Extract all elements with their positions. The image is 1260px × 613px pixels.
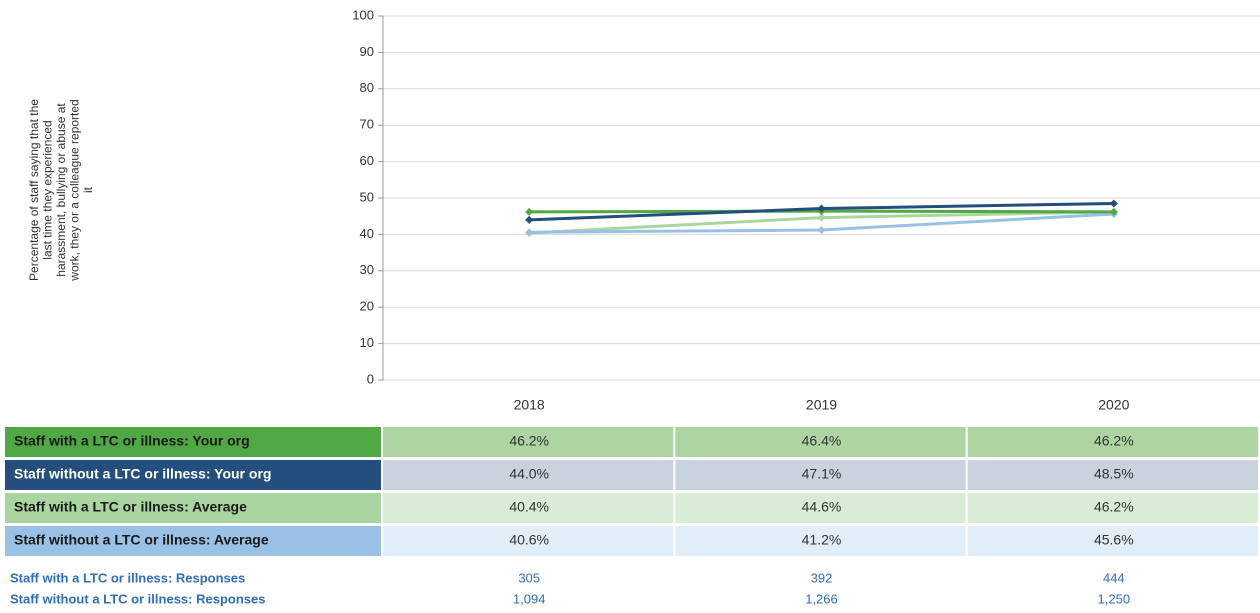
table-value: 46.2% [1094, 499, 1134, 515]
table-value: 40.6% [509, 532, 549, 548]
table-value: 45.6% [1094, 532, 1134, 548]
y-tick-label: 80 [360, 80, 374, 95]
y-tick-label: 100 [352, 7, 374, 22]
x-tick-label: 2019 [806, 397, 837, 413]
table-cell [967, 460, 1258, 490]
y-axis-label-line: it [81, 186, 95, 193]
table-cell [967, 427, 1258, 457]
table-cell [383, 493, 674, 523]
legend-label: Staff without a LTC or illness: Average [14, 532, 269, 548]
table-value: 46.2% [1094, 433, 1134, 449]
table-value: 44.0% [509, 466, 549, 482]
y-axis-label-line: last time they experienced [41, 120, 55, 259]
y-axis-label: Percentage of staff saying that the last … [27, 99, 95, 282]
legend-cell [5, 493, 381, 523]
point-marker [817, 204, 826, 213]
y-tick-label: 10 [360, 335, 374, 350]
responses-value: 305 [518, 570, 540, 585]
legend-cell [5, 460, 381, 490]
table-cell [383, 460, 674, 490]
legend-cell [5, 526, 381, 556]
table-value: 40.4% [509, 499, 549, 515]
y-tick-label: 30 [360, 262, 374, 277]
responses-label: Staff without a LTC or illness: Response… [10, 591, 265, 606]
responses-value: 1,250 [1098, 591, 1131, 606]
point-marker [525, 207, 534, 216]
table-value: 46.4% [802, 433, 842, 449]
point-marker [1109, 207, 1118, 216]
responses-value: 392 [811, 570, 833, 585]
y-tick-label: 60 [360, 153, 374, 168]
legend-cell [5, 427, 381, 457]
legend-label: Staff without a LTC or illness: Your org [14, 466, 271, 482]
legend-label: Staff with a LTC or illness: Average [14, 499, 247, 515]
y-tick-label: 20 [360, 299, 374, 314]
responses-value: 444 [1103, 570, 1125, 585]
table-value: 44.6% [802, 499, 842, 515]
table-value: 48.5% [1094, 466, 1134, 482]
y-tick-label: 40 [360, 226, 374, 241]
table-value: 41.2% [802, 532, 842, 548]
responses-label: Staff with a LTC or illness: Responses [10, 570, 245, 585]
table-cell [967, 526, 1258, 556]
table-cell [675, 427, 966, 457]
y-axis-label-line: harassment, bullying or abuse at [54, 103, 68, 277]
y-tick-label: 90 [360, 44, 374, 59]
table-cell [675, 493, 966, 523]
x-tick-label: 2020 [1098, 397, 1129, 413]
table-cell [967, 493, 1258, 523]
y-axis-label-line: work, they or a colleague reported [68, 99, 82, 281]
legend-label: Staff with a LTC or illness: Your org [14, 433, 250, 449]
responses-value: 1,094 [513, 591, 546, 606]
point-marker [817, 213, 826, 222]
table-value: 47.1% [802, 466, 842, 482]
table-cell [383, 427, 674, 457]
y-axis-label-line: Percentage of staff saying that the [27, 99, 41, 281]
table-cell [675, 526, 966, 556]
y-tick-label: 50 [360, 189, 374, 204]
point-marker [817, 226, 826, 235]
point-marker [1109, 199, 1118, 208]
y-tick-label: 0 [367, 371, 374, 386]
point-marker [525, 215, 534, 224]
table-cell [675, 460, 966, 490]
responses-value: 1,266 [805, 591, 838, 606]
y-tick-label: 70 [360, 117, 374, 132]
table-value: 46.2% [509, 433, 549, 449]
table-cell [383, 526, 674, 556]
point-marker [525, 228, 534, 237]
x-tick-label: 2018 [514, 397, 545, 413]
